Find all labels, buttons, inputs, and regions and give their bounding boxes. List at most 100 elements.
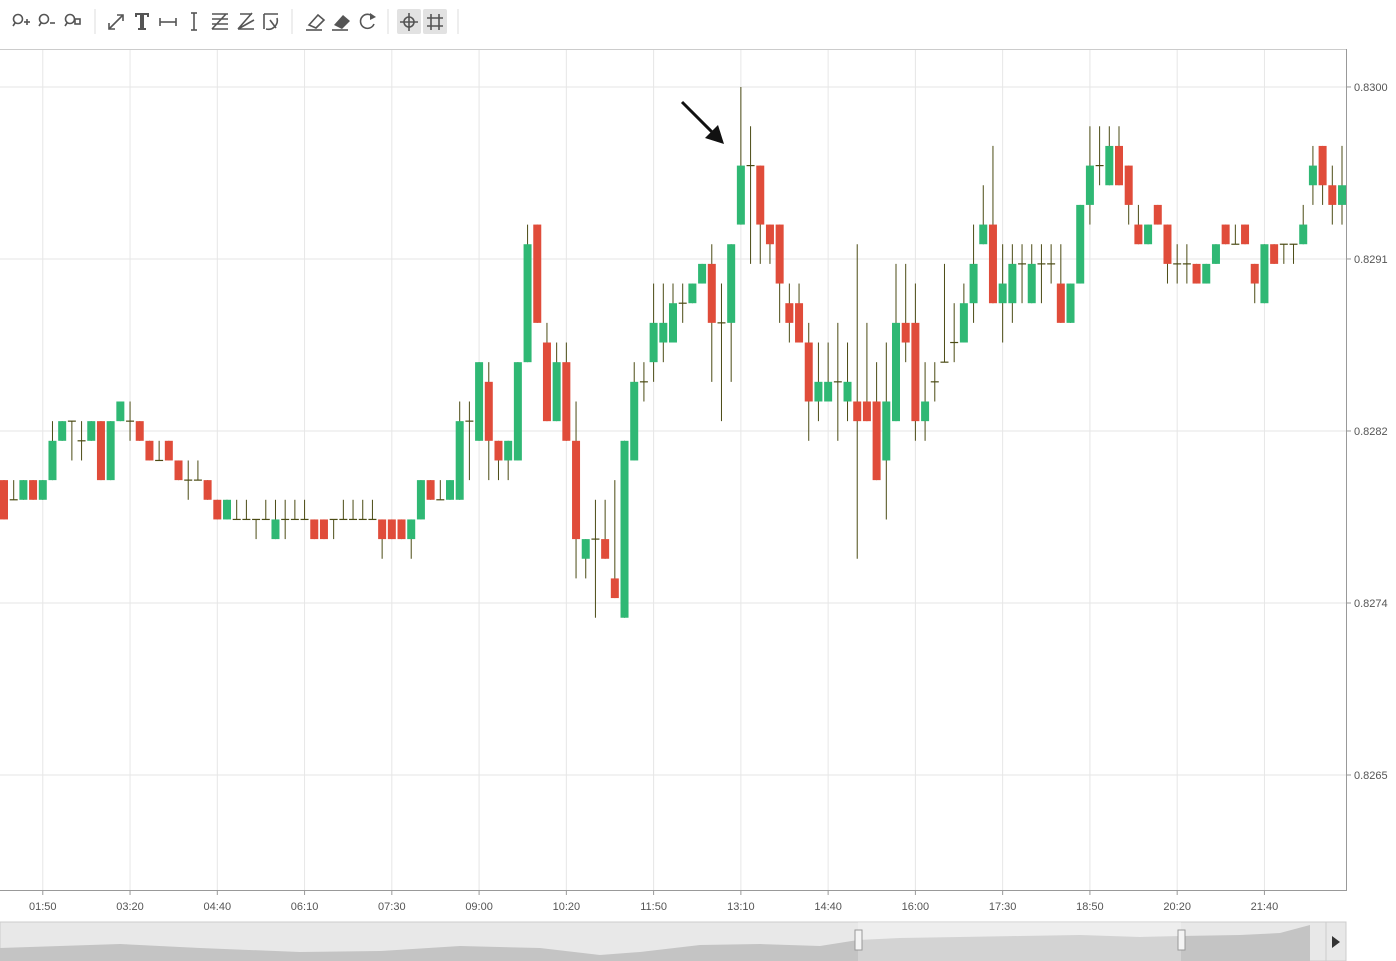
candle-body — [630, 381, 639, 461]
candle-body — [48, 440, 57, 481]
candle-body — [96, 421, 105, 481]
x-tick-label: 11:50 — [640, 901, 667, 913]
annotation-arrow — [680, 100, 724, 144]
candle-body — [620, 440, 629, 618]
candle-body — [698, 263, 707, 284]
navigator-handle-left[interactable] — [854, 929, 863, 951]
candle-body — [271, 519, 280, 540]
candle-body — [1270, 244, 1279, 264]
zoom-reset-button[interactable] — [64, 13, 81, 27]
candle-body — [882, 401, 891, 461]
navigator — [0, 921, 1347, 961]
horizontal-line-button[interactable] — [159, 18, 177, 26]
candle-body — [804, 342, 813, 402]
candle-body — [19, 480, 28, 500]
x-tick-label: 04:40 — [204, 901, 232, 913]
candle-body — [1027, 263, 1036, 304]
x-tick-label: 03:20 — [116, 901, 144, 913]
candle-body — [1144, 224, 1153, 245]
candle-body — [659, 322, 668, 343]
candle-body — [407, 519, 416, 540]
toolbar — [12, 9, 459, 34]
candle-body — [135, 421, 144, 441]
candle-body — [1338, 185, 1346, 205]
candle-body — [174, 460, 183, 481]
grid — [0, 50, 1351, 895]
candle-body — [319, 519, 328, 540]
candle-body — [775, 224, 784, 284]
candle-body — [1163, 224, 1172, 264]
x-tick-label: 01:50 — [29, 901, 57, 913]
candle-body — [872, 401, 881, 481]
candle-body — [475, 362, 484, 441]
zoom-in-button[interactable] — [12, 13, 30, 27]
candle-body — [707, 263, 716, 323]
candle-body — [1124, 165, 1133, 205]
candle-body — [145, 440, 154, 461]
x-tick-label: 10:20 — [553, 901, 581, 913]
grid-button[interactable] — [423, 9, 447, 34]
candle-body — [116, 401, 125, 422]
candle-body — [998, 283, 1007, 304]
candle-body — [203, 480, 212, 500]
candle-body — [164, 440, 173, 461]
candle-body — [959, 303, 968, 343]
candle-body — [669, 303, 677, 343]
candle-body — [504, 440, 513, 461]
candle-body — [911, 322, 920, 422]
candle-body — [756, 165, 765, 225]
candle-body — [310, 519, 319, 540]
candle-body — [1211, 244, 1220, 264]
redo-button[interactable] — [359, 13, 376, 30]
candle-body — [397, 519, 406, 540]
candle-body — [562, 362, 571, 441]
y-tick-label: 0.8265 — [1354, 770, 1388, 782]
candle-body — [1250, 263, 1259, 284]
navigator-handle-right[interactable] — [1177, 929, 1186, 951]
candle-body — [688, 283, 697, 304]
candle-body — [0, 480, 8, 520]
x-tick-label: 16:00 — [902, 901, 930, 913]
candle-body — [29, 480, 38, 500]
candle-body — [1241, 224, 1250, 245]
arc-button[interactable] — [263, 13, 279, 31]
candle-body — [853, 401, 862, 422]
candle-body — [1153, 204, 1162, 225]
candle-body — [38, 480, 47, 500]
y-tick-label: 0.8291 — [1354, 254, 1388, 266]
x-tick-label: 18:50 — [1076, 901, 1104, 913]
candle-body — [455, 421, 464, 500]
vertical-line-button[interactable] — [191, 12, 197, 31]
fan-button[interactable] — [237, 12, 255, 30]
candle-body — [446, 480, 454, 500]
candle-body — [513, 362, 522, 461]
candle-body — [843, 381, 852, 402]
candle-body — [106, 421, 115, 481]
clear-all-button[interactable] — [332, 15, 350, 31]
candle-body — [1202, 263, 1211, 284]
candle-body — [979, 224, 988, 245]
crosshair-button[interactable] — [397, 9, 421, 34]
x-tick-label: 21:40 — [1251, 901, 1279, 913]
candle-body — [901, 322, 910, 343]
text-tool-button[interactable] — [135, 13, 149, 30]
eraser-button[interactable] — [306, 13, 326, 31]
candle-body — [552, 362, 561, 422]
fibonacci-button[interactable] — [211, 13, 228, 30]
y-tick-label: 0.8282 — [1354, 426, 1388, 438]
candle-body — [1328, 185, 1337, 205]
x-tick-label: 14:40 — [814, 901, 842, 913]
candle-body — [87, 421, 96, 441]
candle-body — [378, 519, 387, 540]
candle-body — [892, 322, 900, 422]
candle-body — [1056, 283, 1065, 323]
zoom-out-button[interactable] — [38, 13, 55, 27]
line-tool-button[interactable] — [108, 14, 124, 30]
candle-body — [1105, 145, 1114, 186]
x-tick-label: 20:20 — [1163, 901, 1191, 913]
candle-body — [1085, 165, 1094, 205]
x-tick-label: 07:30 — [378, 901, 406, 913]
candle-body — [494, 440, 503, 461]
